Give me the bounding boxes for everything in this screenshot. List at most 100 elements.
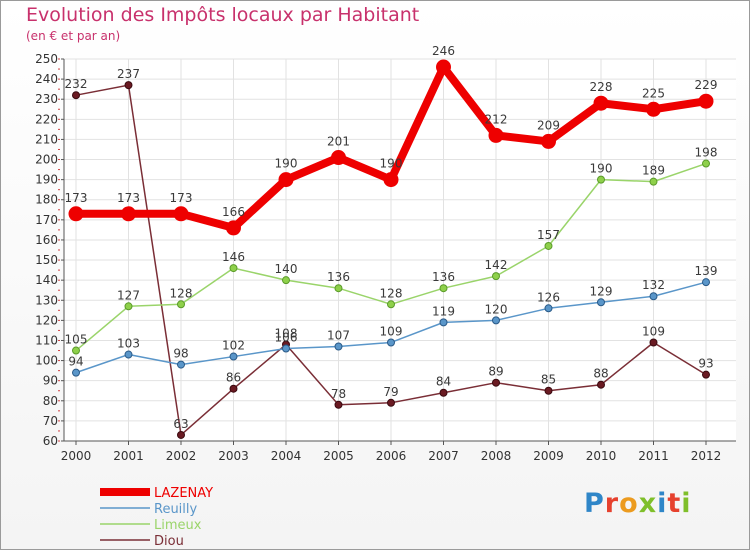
data-point-limeux [334, 284, 343, 293]
data-point-reuilly [334, 342, 343, 351]
y-tick-label: 130 [35, 293, 58, 307]
data-point-lazenay [121, 206, 136, 222]
data-label-reuilly: 109 [380, 324, 403, 338]
data-point-limeux [702, 159, 710, 168]
data-label-limeux: 136 [327, 270, 350, 284]
data-label-lazenay: 228 [590, 80, 613, 94]
x-axis: 2000 2001 2002 2003 2004 2005 2006 2007 2008 2009… [61, 440, 736, 463]
data-label-lazenay: 166 [222, 205, 245, 219]
grid-lines [64, 58, 736, 442]
data-point-diou [72, 91, 80, 100]
data-point-lazenay [226, 220, 241, 236]
data-label-lazenay: 190 [380, 157, 403, 171]
x-tick-label: 2003 [218, 449, 249, 463]
data-point-reuilly [544, 304, 553, 313]
data-point-limeux [72, 346, 80, 355]
y-tick-label: 90 [43, 374, 58, 388]
data-point-limeux [282, 276, 290, 285]
y-tick-label: 240 [35, 72, 58, 86]
data-label-limeux: 198 [695, 146, 718, 160]
y-tick-label: 60 [43, 434, 58, 448]
x-tick-label: 2005 [323, 449, 354, 463]
data-label-reuilly: 94 [68, 355, 83, 369]
data-label-diou: 78 [331, 387, 346, 401]
data-label-limeux: 136 [432, 270, 455, 284]
data-point-diou [544, 386, 553, 395]
data-point-limeux [597, 175, 605, 184]
data-label-lazenay: 225 [642, 86, 665, 100]
x-tick-label: 2004 [271, 449, 302, 463]
data-point-reuilly [282, 344, 290, 353]
data-label-lazenay: 201 [327, 135, 350, 149]
data-label-diou: 232 [65, 77, 88, 91]
proxiti-logo: Proxiti [584, 488, 692, 519]
y-tick-label: 150 [35, 253, 58, 267]
data-point-limeux [387, 300, 395, 309]
data-label-limeux: 140 [275, 262, 298, 276]
data-label-diou: 84 [436, 375, 451, 389]
x-tick-label: 2012 [691, 449, 722, 463]
y-tick-label: 100 [35, 354, 58, 368]
data-label-limeux: 157 [537, 228, 560, 242]
logo-letter: t [667, 488, 682, 519]
data-label-lazenay: 190 [275, 157, 298, 171]
data-point-lazenay [488, 127, 504, 143]
y-tick-label: 70 [43, 414, 58, 428]
data-label-lazenay: 246 [432, 44, 455, 58]
data-point-diou [334, 400, 343, 409]
data-label-reuilly: 126 [537, 290, 560, 304]
data-label-reuilly: 106 [275, 331, 298, 345]
data-label-diou: 108 [275, 326, 298, 340]
data-point-lazenay [278, 172, 294, 188]
data-point-diou [439, 388, 448, 397]
labels-reuilly: 94 103 98 102 106 107 109 119 120 126 129 132 139 [68, 264, 717, 368]
data-point-reuilly [177, 360, 185, 369]
y-tick-label: 120 [35, 313, 58, 327]
data-point-diou [702, 370, 710, 379]
data-point-reuilly [597, 298, 605, 307]
y-tick-label: 110 [35, 333, 58, 347]
data-point-lazenay [68, 206, 84, 222]
y-tick-label: 250 [35, 52, 58, 66]
data-label-reuilly: 139 [695, 264, 718, 278]
labels-lazenay: 173 173 173 166 190 201 190 246 212 209 228 225 229 [65, 44, 718, 219]
x-tick-label: 2008 [481, 449, 512, 463]
logo-letter: o [619, 488, 639, 519]
data-point-reuilly [492, 316, 500, 325]
data-point-lazenay [383, 172, 399, 188]
data-label-diou: 237 [117, 67, 140, 81]
data-point-reuilly [387, 338, 395, 347]
x-tick-label: 2007 [428, 449, 459, 463]
logo-letter: i [657, 488, 668, 519]
logo-letter: P [584, 488, 605, 519]
x-tick-label: 2006 [376, 449, 407, 463]
data-label-lazenay: 209 [537, 118, 560, 132]
data-label-reuilly: 107 [327, 329, 350, 343]
labels-limeux: 105 127 128 146 140 136 128 136 142 157 190 189 198 [65, 146, 718, 347]
data-point-limeux [544, 241, 553, 250]
data-label-reuilly: 102 [222, 339, 245, 353]
chart-subtitle: (en € et par an) [26, 29, 121, 43]
data-point-lazenay [593, 95, 609, 111]
data-label-limeux: 190 [590, 162, 613, 176]
y-tick-label: 160 [35, 233, 58, 247]
data-point-limeux [649, 177, 658, 186]
data-label-diou: 93 [698, 357, 713, 371]
data-label-diou: 79 [383, 385, 398, 399]
data-point-lazenay [646, 101, 661, 117]
data-point-reuilly [439, 318, 448, 327]
data-point-limeux [177, 300, 185, 309]
logo-letter: x [638, 488, 658, 519]
data-point-diou [229, 384, 238, 393]
legend-label-reuilly: Reuilly [154, 502, 198, 517]
y-tick-label: 220 [35, 112, 58, 126]
labels-diou: 232 237 63 86 108 78 79 84 89 85 88 109 93 [65, 67, 714, 431]
data-label-reuilly: 120 [485, 302, 508, 316]
data-point-lazenay [331, 150, 346, 166]
data-point-diou [124, 81, 133, 90]
data-label-limeux: 127 [117, 288, 140, 302]
data-label-limeux: 146 [222, 250, 245, 264]
y-tick-label: 80 [43, 394, 58, 408]
